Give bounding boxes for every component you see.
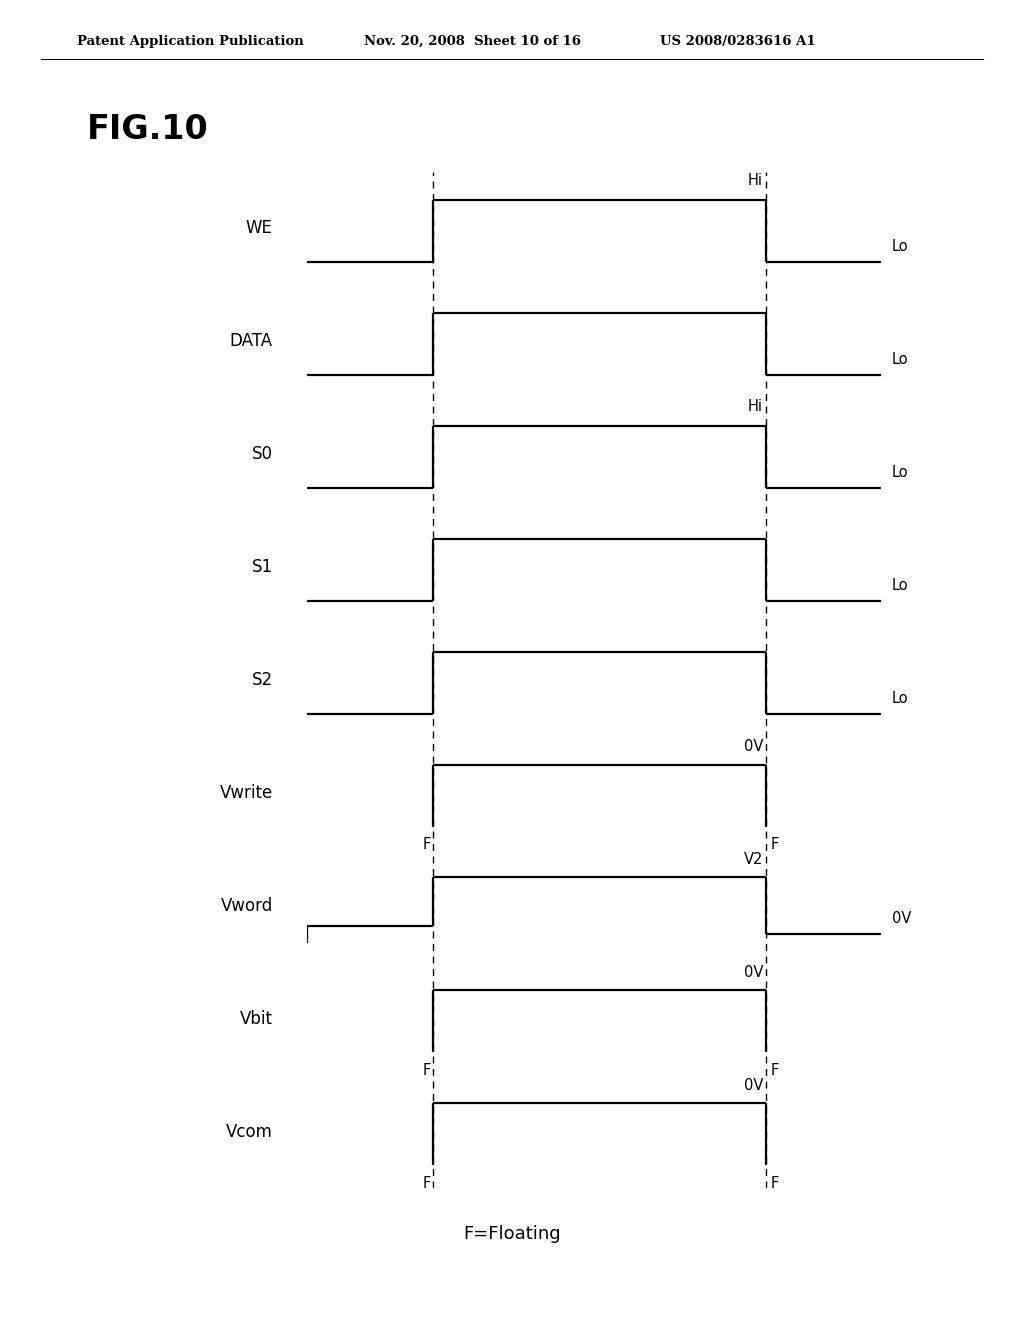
Text: S2: S2 [252, 671, 272, 689]
Text: US 2008/0283616 A1: US 2008/0283616 A1 [660, 34, 816, 48]
Text: S0: S0 [252, 445, 272, 463]
Text: Nov. 20, 2008  Sheet 10 of 16: Nov. 20, 2008 Sheet 10 of 16 [364, 34, 581, 48]
Text: V2: V2 [743, 853, 763, 867]
Text: Vword: Vword [220, 896, 272, 915]
Text: Lo: Lo [892, 690, 908, 706]
Text: Vwrite: Vwrite [219, 784, 272, 801]
Text: Lo: Lo [892, 465, 908, 479]
Text: Vcom: Vcom [226, 1122, 272, 1140]
Text: 0V: 0V [743, 1078, 763, 1093]
Text: Lo: Lo [892, 351, 908, 367]
Text: F: F [770, 1176, 779, 1191]
Text: F: F [422, 1176, 430, 1191]
Text: Vbit: Vbit [240, 1010, 272, 1027]
Text: Lo: Lo [892, 239, 908, 253]
Text: 0V: 0V [743, 965, 763, 981]
Text: S1: S1 [252, 558, 272, 576]
Text: 0V: 0V [743, 739, 763, 754]
Text: Patent Application Publication: Patent Application Publication [77, 34, 303, 48]
Text: Lo: Lo [892, 578, 908, 593]
Text: F: F [422, 837, 430, 851]
Text: F: F [770, 1063, 779, 1077]
Text: FIG.10: FIG.10 [87, 112, 209, 145]
Text: WE: WE [246, 219, 272, 238]
Text: F: F [770, 837, 779, 851]
Text: 0V: 0V [892, 911, 911, 925]
Text: Hi: Hi [749, 399, 763, 413]
Text: DATA: DATA [229, 333, 272, 350]
Text: F=Floating: F=Floating [463, 1225, 561, 1243]
Text: F: F [422, 1063, 430, 1077]
Text: Hi: Hi [749, 173, 763, 187]
